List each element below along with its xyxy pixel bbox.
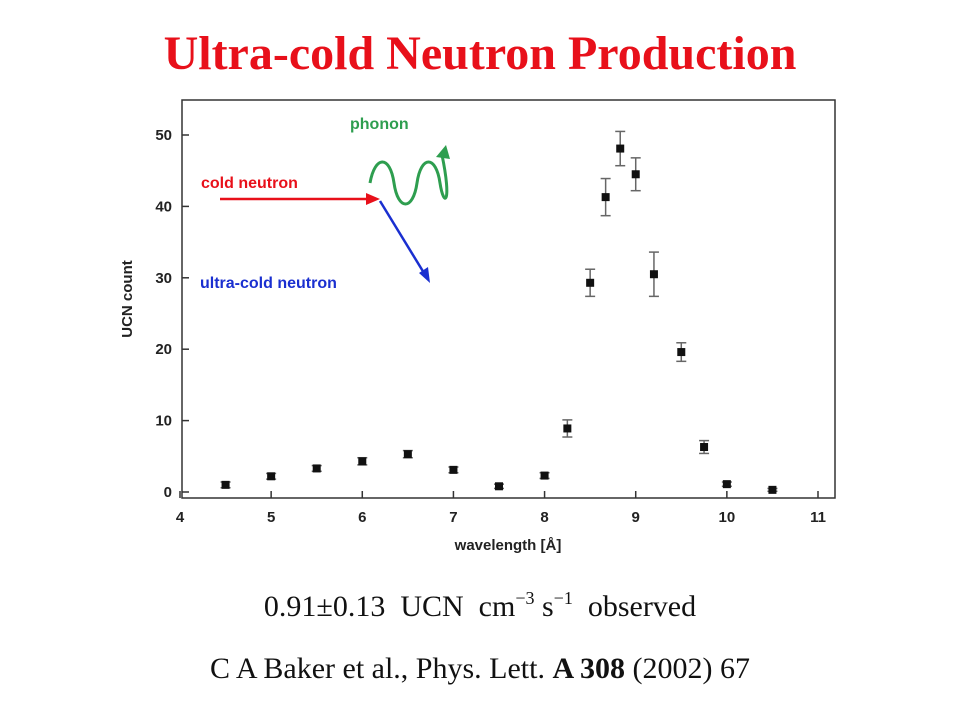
rate-s-exponent: −1 — [553, 588, 573, 608]
plot-frame — [181, 99, 836, 499]
data-point — [267, 472, 276, 481]
rate-value: 0.91±0.13 — [263, 590, 386, 623]
y-tick-label: 10 — [155, 413, 172, 430]
data-point — [449, 465, 458, 474]
rate-cm-exponent: −3 — [515, 588, 535, 608]
data-point — [495, 482, 503, 491]
data-point — [768, 485, 777, 494]
data-point — [649, 270, 658, 279]
x-axis: 4 5 6 7 8 9 10 11 — [176, 491, 826, 526]
citation-rest: (2002) 67 — [632, 652, 750, 685]
cold-neutron-arrowhead — [366, 193, 380, 205]
data-point — [616, 144, 625, 153]
x-tick-label: 4 — [176, 509, 185, 526]
y-axis: 0 10 20 30 40 50 — [155, 127, 189, 501]
ultra-cold-neutron-arrowhead — [419, 267, 430, 283]
scattering-diagram: phonon cold neutron ultra-cold neutron — [200, 116, 450, 292]
data-point — [631, 170, 640, 179]
data-point — [221, 480, 230, 489]
x-tick-label: 9 — [632, 509, 640, 526]
ultra-cold-neutron-arrow — [378, 200, 426, 274]
rate-suffix: observed — [587, 590, 697, 623]
x-tick-label: 8 — [540, 509, 548, 526]
rate-unit-ucn: UCN — [400, 590, 464, 623]
x-tick-label: 5 — [267, 509, 275, 526]
x-tick-label: 10 — [719, 509, 736, 526]
data-point — [677, 348, 686, 357]
data-point — [312, 464, 321, 473]
y-tick-label: 40 — [155, 198, 172, 215]
ultra-cold-neutron-label: ultra-cold neutron — [200, 275, 337, 292]
y-tick-label: 50 — [155, 127, 172, 144]
data-point — [358, 457, 367, 466]
x-axis-label: wavelength [Å] — [454, 537, 562, 554]
y-tick-label: 20 — [155, 341, 172, 358]
phonon-label: phonon — [350, 116, 409, 133]
ucn-rate-result: 0.91±0.13 UCN cm−3 s−1 observed — [0, 588, 960, 624]
page-title: Ultra-cold Neutron Production — [163, 27, 797, 80]
y-tick-label: 0 — [164, 484, 172, 501]
phonon-arrowhead — [436, 145, 450, 159]
data-point — [700, 443, 709, 452]
x-tick-label: 11 — [810, 509, 826, 526]
data-points — [220, 130, 778, 494]
phonon-wave — [368, 154, 449, 206]
rate-unit-s: s — [541, 590, 554, 623]
data-point — [722, 480, 731, 489]
citation-volume: A 308 — [552, 652, 625, 685]
data-point — [601, 193, 610, 202]
data-point — [563, 424, 572, 433]
citation: C A Baker et al., Phys. Lett. A 308 (200… — [0, 652, 960, 686]
y-axis-label: UCN count — [119, 260, 136, 338]
y-tick-label: 30 — [155, 270, 172, 287]
x-tick-label: 6 — [358, 509, 366, 526]
rate-unit-cm: cm — [478, 590, 516, 623]
citation-authors: C A Baker et al., Phys. Lett. — [210, 652, 545, 685]
x-tick-label: 7 — [449, 509, 457, 526]
data-point — [403, 450, 412, 459]
data-point — [540, 471, 549, 480]
cold-neutron-label: cold neutron — [201, 175, 298, 192]
ucn-scatter-chart: 4 5 6 7 8 9 10 11 0 10 20 30 40 50 wavelength [Å] UC… — [119, 99, 836, 554]
data-point — [586, 278, 595, 287]
